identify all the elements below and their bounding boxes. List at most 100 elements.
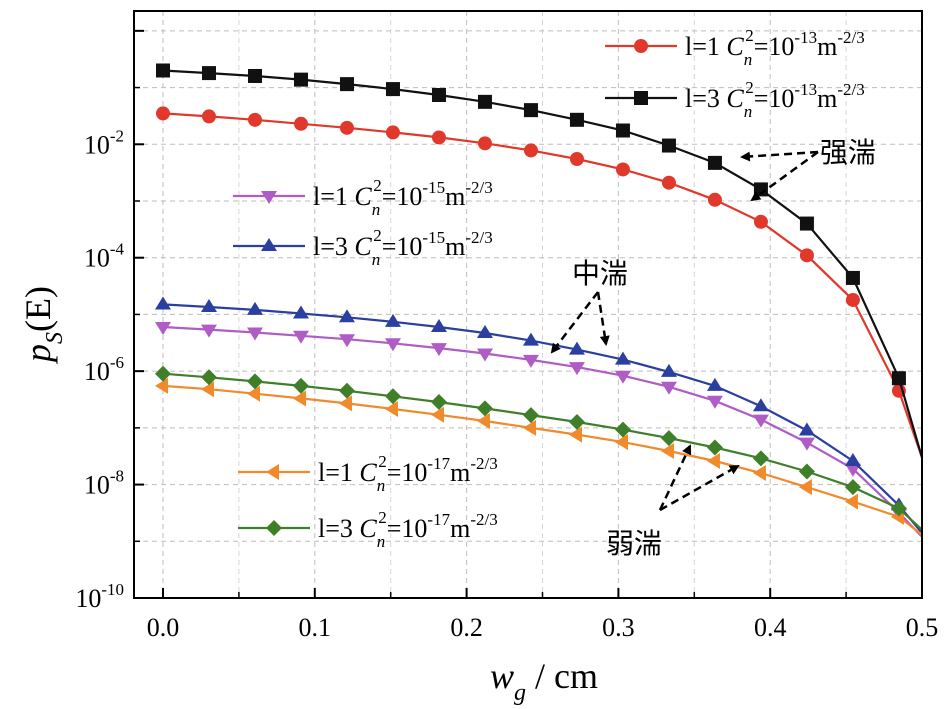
legend-label-part: l=3 bbox=[318, 514, 359, 543]
legend-item-2: l=3 Cn 2=10-13m-2/3 bbox=[605, 78, 865, 121]
legend-label-part: =10 bbox=[382, 182, 423, 211]
data-point bbox=[430, 319, 447, 333]
data-point bbox=[476, 413, 490, 430]
x-tick-label: 0.0 bbox=[147, 613, 180, 642]
legend-label-part: l=1 bbox=[685, 32, 726, 61]
x-tick-label: 0.4 bbox=[754, 613, 787, 642]
legend-label-part: 2 bbox=[378, 452, 387, 471]
data-point bbox=[752, 414, 769, 428]
annotation-arrow bbox=[740, 150, 819, 162]
data-point bbox=[660, 363, 677, 377]
legend-label-part: C bbox=[726, 32, 744, 61]
data-point bbox=[200, 299, 217, 313]
data-point bbox=[477, 136, 492, 151]
legend-label-part: -2/3 bbox=[470, 510, 497, 529]
x-axis-title-var: w bbox=[490, 656, 514, 696]
data-point bbox=[844, 479, 861, 496]
legend-label-part: n bbox=[377, 532, 386, 551]
data-point bbox=[430, 394, 447, 411]
x-tick-label: 0.5 bbox=[906, 613, 939, 642]
legend-label-part: 2 bbox=[373, 226, 382, 245]
data-point bbox=[246, 301, 263, 315]
data-point bbox=[707, 155, 722, 170]
y-tick-base: 10 bbox=[84, 130, 110, 159]
data-point bbox=[523, 103, 538, 118]
data-point bbox=[385, 82, 400, 97]
legend-label: l=1 Cn 2=10-13m-2/3 bbox=[685, 26, 865, 69]
data-point bbox=[338, 334, 355, 348]
data-point bbox=[522, 332, 539, 346]
y-tick-exponent: -8 bbox=[110, 467, 124, 486]
series-6 bbox=[155, 365, 922, 531]
data-point bbox=[568, 362, 585, 376]
legend-label-part: l=1 bbox=[313, 182, 354, 211]
legend-swatch-marker bbox=[266, 464, 279, 480]
legend-label-part: 2 bbox=[373, 176, 382, 195]
y-tick-label: 10-10 bbox=[75, 580, 124, 613]
data-point bbox=[476, 325, 493, 339]
data-point bbox=[293, 72, 308, 87]
x-axis-title-sub: g bbox=[514, 680, 526, 706]
legend-label-part: m bbox=[450, 514, 470, 543]
data-point bbox=[706, 453, 720, 470]
annotation-arrow bbox=[750, 150, 819, 202]
data-point bbox=[292, 330, 309, 344]
data-point bbox=[752, 464, 766, 481]
x-axis-title-rest: / cm bbox=[526, 656, 598, 696]
y-tick-label: 10-8 bbox=[84, 467, 124, 500]
data-point bbox=[614, 434, 628, 451]
data-point bbox=[338, 309, 355, 323]
legend-item-1: l=1 Cn 2=10-13m-2/3 bbox=[605, 26, 865, 69]
legend-label-part: n bbox=[744, 102, 753, 121]
legend-label-part: C bbox=[354, 182, 372, 211]
legend-item-4: l=3 Cn 2=10-15m-2/3 bbox=[233, 226, 493, 269]
legend-label: l=3 Cn 2=10-15m-2/3 bbox=[313, 226, 493, 269]
data-point bbox=[156, 63, 170, 78]
data-point bbox=[338, 395, 352, 412]
data-point bbox=[430, 343, 447, 357]
data-point bbox=[707, 192, 722, 207]
series-5 bbox=[155, 377, 922, 536]
legend-label-part: -2/3 bbox=[465, 228, 492, 247]
data-point bbox=[569, 112, 584, 127]
data-point bbox=[845, 292, 860, 307]
data-point bbox=[292, 377, 309, 394]
data-point bbox=[430, 406, 444, 423]
data-point bbox=[201, 66, 216, 81]
data-point bbox=[890, 500, 907, 517]
series-2 bbox=[156, 63, 922, 458]
data-point bbox=[844, 493, 858, 510]
series-layer bbox=[155, 63, 922, 538]
data-point bbox=[661, 175, 676, 190]
data-point bbox=[384, 313, 401, 327]
legend-label-part: 2 bbox=[745, 26, 754, 45]
data-point bbox=[615, 123, 630, 138]
y-axis: 10-210-410-610-810-10 bbox=[75, 29, 144, 613]
series-line bbox=[162, 112, 922, 458]
data-point bbox=[247, 112, 262, 127]
x-axis-title: wg / cm bbox=[490, 656, 598, 706]
data-point bbox=[706, 439, 723, 456]
legend-label-part: m bbox=[817, 32, 837, 61]
legend-label: l=3 Cn 2=10-13m-2/3 bbox=[685, 78, 865, 121]
data-point bbox=[568, 426, 582, 443]
data-point bbox=[338, 382, 355, 399]
legend-label-part: m bbox=[445, 182, 465, 211]
legend-label-part: -2/3 bbox=[837, 28, 864, 47]
legend-item-5: l=1 Cn 2=10-17m-2/3 bbox=[238, 452, 498, 495]
annotation-arrow bbox=[659, 464, 740, 512]
data-point bbox=[706, 377, 723, 391]
legend-label-part: n bbox=[372, 250, 381, 269]
legend-label: l=3 Cn 2=10-17m-2/3 bbox=[318, 508, 498, 551]
data-point bbox=[798, 422, 815, 436]
y-tick-label: 10-6 bbox=[84, 353, 124, 386]
annotation-label: 强湍 bbox=[820, 136, 876, 169]
data-point bbox=[660, 443, 674, 460]
data-point bbox=[200, 369, 217, 386]
y-axis-title-var: p bbox=[18, 344, 58, 365]
legend-label-part: =10 bbox=[754, 84, 795, 113]
legend-label-part: l=1 bbox=[318, 458, 359, 487]
x-tick-label: 0.2 bbox=[450, 613, 483, 642]
